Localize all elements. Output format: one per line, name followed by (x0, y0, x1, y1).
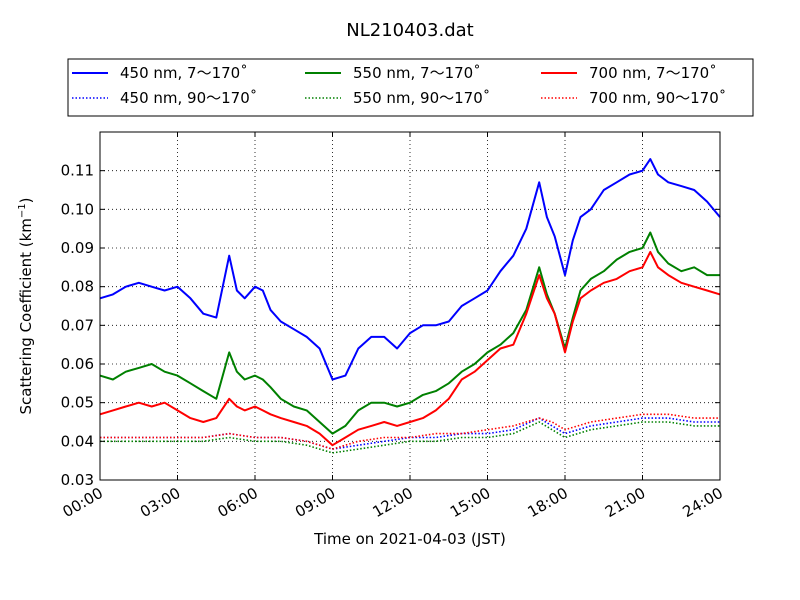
y-tick-label: 0.09 (61, 239, 94, 257)
legend-box (67, 58, 754, 117)
axis-ticks (99, 132, 721, 481)
legend-label: 450 nm, 7～170˚ (120, 64, 248, 82)
series-line (99, 231, 720, 435)
y-tick-labels: 0.03 0.04 0.05 0.06 0.07 0.08 0.09 0.10 0.11 (61, 162, 94, 489)
legend-label: 550 nm, 7～170˚ (353, 64, 481, 82)
series-line (100, 417, 720, 450)
y-tick-label: 0.06 (61, 355, 94, 373)
legend-label: 550 nm, 90～170˚ (353, 89, 490, 107)
y-tick-label: 0.11 (61, 162, 94, 180)
legend-label: 700 nm, 90～170˚ (589, 89, 726, 107)
series-line (99, 250, 721, 447)
y-tick-label: 0.05 (61, 394, 94, 412)
chart-title: NL210403.dat (346, 20, 473, 41)
plot-lines (99, 158, 721, 454)
y-tick-label: 0.07 (61, 316, 94, 334)
y-axis-label-text: Scattering Coefficient (km (17, 218, 35, 414)
y-tick-label: 0.04 (61, 432, 94, 450)
series-line (100, 421, 720, 454)
legend-label: 450 nm, 90～170˚ (120, 89, 257, 107)
y-tick-label: 0.08 (61, 278, 94, 296)
legend-label: 700 nm, 7～170˚ (589, 64, 717, 82)
legend: 450 nm, 7～170˚ 550 nm, 7～170˚ 700 nm, 7～17… (67, 58, 754, 117)
y-tick-label: 0.10 (61, 200, 94, 218)
series-line (99, 158, 721, 381)
y-tick-label: 0.03 (61, 471, 94, 489)
x-axis-label: Time on 2021-04-03 (JST) (313, 530, 506, 548)
y-axis-label-close: ) (17, 197, 35, 203)
series-line (100, 413, 720, 450)
y-axis-label-unit-exponent: −1 (17, 203, 28, 218)
y-axis-label: Scattering Coefficient (km−1) (17, 197, 35, 414)
